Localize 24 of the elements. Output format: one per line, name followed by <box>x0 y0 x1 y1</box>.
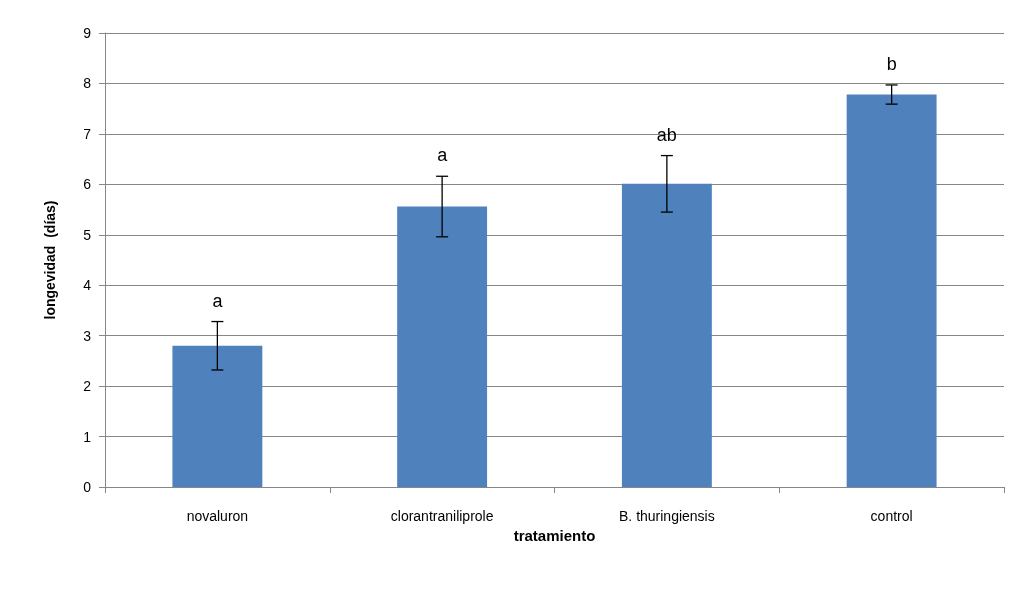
annotation: ab <box>656 124 677 145</box>
bar <box>397 206 488 487</box>
bar <box>172 345 263 487</box>
annotation: b <box>886 53 897 74</box>
x-tick-label: novaluron <box>186 508 249 524</box>
y-tick-label: 4 <box>83 277 92 294</box>
bar <box>621 183 712 487</box>
y-tick-label: 0 <box>83 479 92 495</box>
y-tick-label: 7 <box>83 125 92 142</box>
y-axis-title: longevidad (días) <box>42 200 58 320</box>
annotation: a <box>437 145 449 166</box>
bar <box>846 94 937 487</box>
x-tick-label: control <box>870 508 913 524</box>
y-tick-label: 9 <box>83 25 92 41</box>
y-tick-label: 6 <box>83 176 92 193</box>
y-tick-label: 1 <box>83 428 92 445</box>
y-tick-label: 2 <box>83 378 92 395</box>
x-tick-label: clorantraniliprole <box>390 508 494 524</box>
y-tick-label: 8 <box>83 75 92 92</box>
y-tick-label: 3 <box>83 327 92 344</box>
y-tick-label: 5 <box>83 226 92 243</box>
x-tick-label: B. thuringiensis <box>619 508 715 524</box>
x-axis-title: tratamiento <box>513 526 596 544</box>
annotation: a <box>212 290 224 311</box>
